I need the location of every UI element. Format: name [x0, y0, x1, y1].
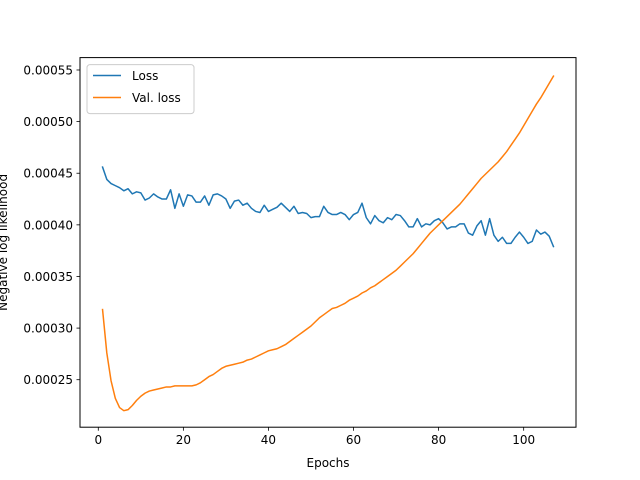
- series-line-val-loss: [101, 75, 555, 412]
- plot-frame: [79, 57, 577, 428]
- plot-layer: [101, 75, 555, 412]
- y-tick-label: 0.00055: [23, 63, 73, 77]
- y-tick-label: 0.00050: [23, 115, 73, 129]
- y-tick-label: 0.00030: [23, 322, 73, 336]
- x-tick-label: 100: [512, 433, 535, 447]
- x-tick-label: 80: [431, 433, 446, 447]
- y-tick-label: 0.00025: [23, 373, 73, 387]
- y-axis: 0.00025 0.00030 0.00035 0.00040 0.00045 0.000…: [23, 63, 80, 387]
- legend-box: [86, 64, 195, 115]
- x-tick-label: 20: [176, 433, 191, 447]
- y-tick-label: 0.00040: [23, 218, 73, 232]
- x-tick-label: 0: [94, 433, 102, 447]
- y-tick-label: 0.00045: [23, 167, 73, 181]
- series-line-loss: [101, 166, 555, 248]
- x-tick-label: 40: [261, 433, 276, 447]
- y-tick-label: 0.00035: [23, 270, 73, 284]
- x-tick-label: 60: [346, 433, 361, 447]
- x-axis-label: Epochs: [307, 456, 350, 470]
- legend-label-val-loss: Val. loss: [132, 91, 181, 105]
- y-axis-label: Negative log likelihood: [0, 174, 10, 311]
- legend-label-loss: Loss: [132, 69, 158, 83]
- x-axis: 0 20 40 60 80 100: [94, 427, 535, 447]
- legend: Loss Val. loss: [86, 64, 195, 115]
